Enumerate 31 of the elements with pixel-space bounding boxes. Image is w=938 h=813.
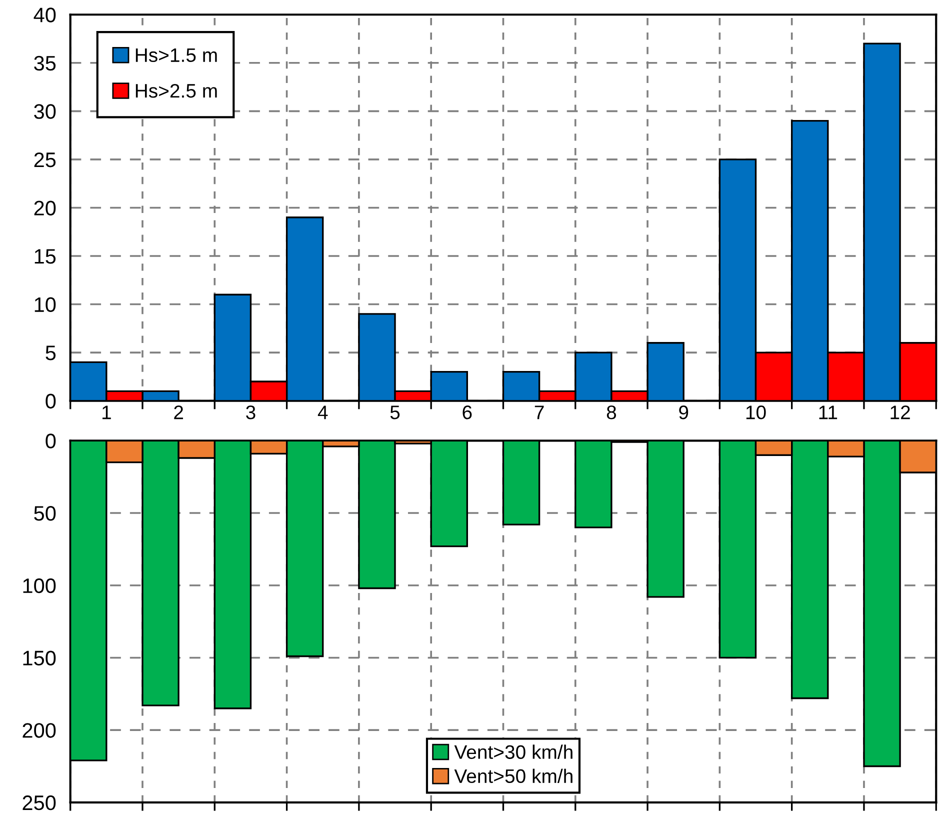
- x-tick-label: 5: [390, 406, 400, 420]
- x-tick-label: 8: [606, 405, 616, 420]
- x-tick-label: 1: [102, 406, 111, 420]
- x-tick-label: 2: [174, 405, 184, 420]
- x-tick-label: 9: [679, 405, 688, 420]
- legend-label: Vent>30 km/h: [454, 744, 572, 759]
- y-tick-label: 5: [46, 346, 56, 360]
- x-tick-label: 7: [534, 406, 544, 420]
- y-tick-label: 10: [34, 297, 56, 312]
- y-tick-label: 15: [34, 249, 56, 264]
- x-tick-label: 11: [819, 406, 838, 420]
- y-tick-label: 100: [23, 578, 56, 594]
- y-tick-label: 0: [46, 434, 56, 448]
- y-tick-label: 0: [46, 394, 56, 409]
- x-tick-label: 3: [246, 405, 256, 420]
- y-tick-label: 25: [34, 152, 56, 168]
- legend-label: Vent>50 km/h: [454, 768, 572, 784]
- y-tick-label: 35: [34, 56, 56, 71]
- y-tick-label: 40: [34, 8, 56, 22]
- y-tick-label: 50: [34, 506, 56, 521]
- x-tick-label: 4: [318, 406, 328, 420]
- x-tick-label: 6: [462, 405, 472, 420]
- y-tick-label: 200: [22, 723, 56, 738]
- x-tick-label: 12: [890, 405, 910, 420]
- y-tick-label: 250: [22, 795, 56, 810]
- y-tick-label: 150: [23, 650, 56, 666]
- legend-label: Hs>2.5 m: [136, 84, 217, 98]
- y-tick-label: 20: [34, 200, 56, 216]
- x-tick-label: 10: [746, 405, 766, 420]
- y-tick-label: 30: [34, 104, 56, 119]
- legend-label: Hs>1.5 m: [136, 48, 217, 62]
